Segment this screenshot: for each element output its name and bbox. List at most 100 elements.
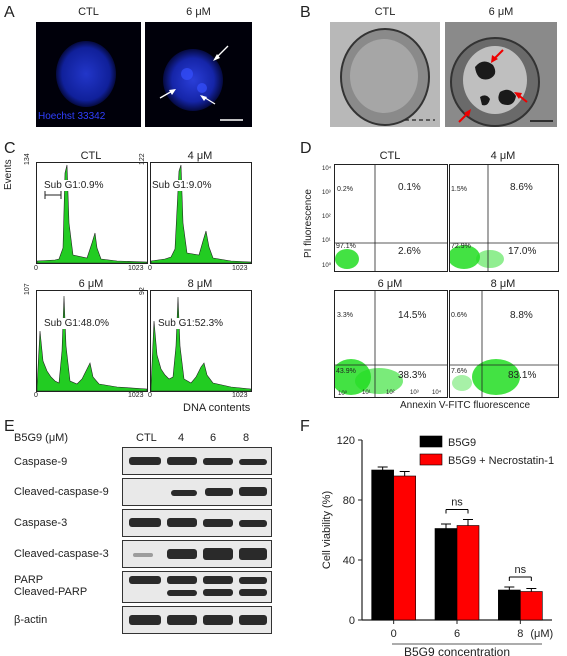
viability-chart: 0 40 80 120 Cell viability (%) 0 6 8 (μM) B5G9 co… xyxy=(321,435,554,656)
panel-c-ymax-4um: 122 xyxy=(139,153,146,165)
flow-ctl-ur: 0.1% xyxy=(398,182,421,193)
flow-8um-ur: 8.8% xyxy=(510,310,533,321)
flow-ctl-ul: 0.2% xyxy=(337,186,353,193)
lane-4: 4 xyxy=(178,432,185,444)
y-tick-label: 80 xyxy=(343,495,355,507)
bar-b5g9-necrostatin-0 xyxy=(393,475,416,621)
panel-c-x1023-ctl: 1023 xyxy=(128,265,144,272)
flow-ytick-4: 10⁴ xyxy=(322,166,332,172)
flow-4um-ur: 8.6% xyxy=(510,182,533,193)
panel-letter-c: C xyxy=(4,140,16,157)
panel-a-micrograph-6um xyxy=(145,22,252,127)
ns-label: ns xyxy=(451,497,463,509)
x-axis-label: B5G9 concentration xyxy=(404,645,510,656)
legend-label-1: B5G9 + Necrostatin-1 xyxy=(448,455,554,467)
x-tick-label-6: 6 xyxy=(454,628,460,640)
lane-ctl: CTL xyxy=(136,432,157,444)
panel-c-title-ctl: CTL xyxy=(80,150,102,162)
panel-c-sub-6um: Sub G1:48.0% xyxy=(44,318,110,329)
flow-4um-lr: 17.0% xyxy=(508,246,537,257)
flow-ctl-lr: 2.6% xyxy=(398,246,421,257)
blot-caspase9 xyxy=(122,447,272,475)
panel-c-x0-ctl: 0 xyxy=(34,265,38,272)
flow-plot-8um xyxy=(449,290,559,398)
lane-8: 8 xyxy=(243,432,250,444)
histogram-4um xyxy=(150,162,252,264)
flow-ytick-0: 10⁰ xyxy=(322,263,332,269)
panel-c-sub-ctl: Sub G1:0.9% xyxy=(44,180,104,191)
flow-xtick-0: 10⁰ xyxy=(338,391,348,397)
flow-ytick-1: 10¹ xyxy=(322,238,331,244)
flow-ytick-3: 10³ xyxy=(322,190,331,196)
histogram-ctl-svg xyxy=(36,164,148,264)
panel-e-header: B5G9 (μM) xyxy=(14,432,69,444)
flow-plot-ctl xyxy=(334,164,448,272)
flow-xtick-4: 10⁴ xyxy=(432,390,442,396)
panel-c-x1023-8um: 1023 xyxy=(232,392,248,399)
blot-cleaved-caspase3 xyxy=(122,540,272,568)
lane-6: 6 xyxy=(210,432,217,444)
panel-c-sub-8um: Sub G1:52.3% xyxy=(158,318,224,329)
legend-swatch-0 xyxy=(419,435,443,448)
panel-d-ylabel: PI fluorescence xyxy=(303,189,314,258)
panel-c-x1023-6um: 1023 xyxy=(128,392,144,399)
panel-letter-a: A xyxy=(4,4,15,21)
legend-swatch-1 xyxy=(419,453,443,466)
y-tick-label: 40 xyxy=(343,555,355,567)
histogram-4um-svg xyxy=(150,164,252,264)
panel-c-ymax-6um: 107 xyxy=(24,283,31,295)
y-tick-label: 0 xyxy=(349,615,355,627)
histogram-8um xyxy=(150,290,252,392)
flow-plot-6um xyxy=(331,290,448,398)
flow-6um-ur: 14.5% xyxy=(398,310,427,321)
panel-c-ymax-ctl: 134 xyxy=(24,153,31,165)
flow-ytick-2: 10² xyxy=(322,214,331,220)
panel-letter-e: E xyxy=(4,418,15,435)
flow-xtick-3: 10³ xyxy=(410,390,419,396)
panel-d-xlabel: Annexin V-FITC fluorescence xyxy=(400,400,531,411)
bar-b5g9-6 xyxy=(434,528,458,621)
blot-label-caspase9: Caspase-9 xyxy=(14,456,68,468)
flow-xtick-2: 10² xyxy=(386,390,395,396)
blot-label-cleaved-caspase3: Cleaved-caspase-3 xyxy=(14,548,109,560)
blot-label-parp: PARP xyxy=(14,574,44,586)
panel-c-x1023-4um: 1023 xyxy=(232,265,248,272)
histogram-ctl xyxy=(36,162,148,264)
x-tick-label-8: 8 xyxy=(517,628,523,640)
bar-b5g9-necrostatin-6 xyxy=(456,525,480,621)
flow-xtick-1: 10¹ xyxy=(362,390,371,396)
y-axis-label: Cell viability (%) xyxy=(321,491,333,569)
blot-parp xyxy=(122,571,272,603)
panel-c-ylabel: Events xyxy=(3,159,14,190)
y-tick-label: 120 xyxy=(337,435,355,447)
histogram-8um-svg xyxy=(150,296,252,392)
panel-letter-f: F xyxy=(300,418,310,435)
bar-b5g9-8 xyxy=(498,589,521,621)
blot-beta-actin xyxy=(122,606,272,634)
panel-d-title-6um: 6 μM xyxy=(377,278,403,290)
panel-c-title-6um: 6 μM xyxy=(78,278,104,290)
x-unit-label: (μM) xyxy=(530,628,553,640)
histogram-6um xyxy=(36,290,148,392)
flow-6um-lr: 38.3% xyxy=(398,370,427,381)
blot-caspase3 xyxy=(122,509,272,537)
flow-4um-ul: 1.5% xyxy=(451,186,467,193)
blot-label-cleaved-caspase9: Cleaved-caspase-9 xyxy=(14,486,109,498)
panel-c-x0-8um: 0 xyxy=(148,392,152,399)
panel-letter-b: B xyxy=(300,4,311,21)
histogram-6um-area xyxy=(36,295,148,392)
flow-4um-ll: 72.9% xyxy=(451,243,471,250)
bar-b5g9-0 xyxy=(371,469,394,621)
bar-b5g9-necrostatin-8 xyxy=(520,591,543,621)
panel-c-xlabel: DNA contents xyxy=(183,402,251,414)
legend-label-0: B5G9 xyxy=(448,437,476,449)
panel-c-x0-6um: 0 xyxy=(34,392,38,399)
flow-ctl-ll: 97.1% xyxy=(336,243,356,250)
panel-a-label-ctl: CTL xyxy=(78,6,99,18)
panel-b-label-6um: 6 μM xyxy=(488,6,514,18)
histogram-6um-svg xyxy=(36,295,148,392)
panel-c-ymax-8um: 92 xyxy=(139,287,146,295)
panel-a-micrograph-ctl xyxy=(36,22,141,127)
flow-6um-ll: 43.9% xyxy=(336,368,356,375)
panel-a-label-6um: 6 μM xyxy=(186,6,211,18)
